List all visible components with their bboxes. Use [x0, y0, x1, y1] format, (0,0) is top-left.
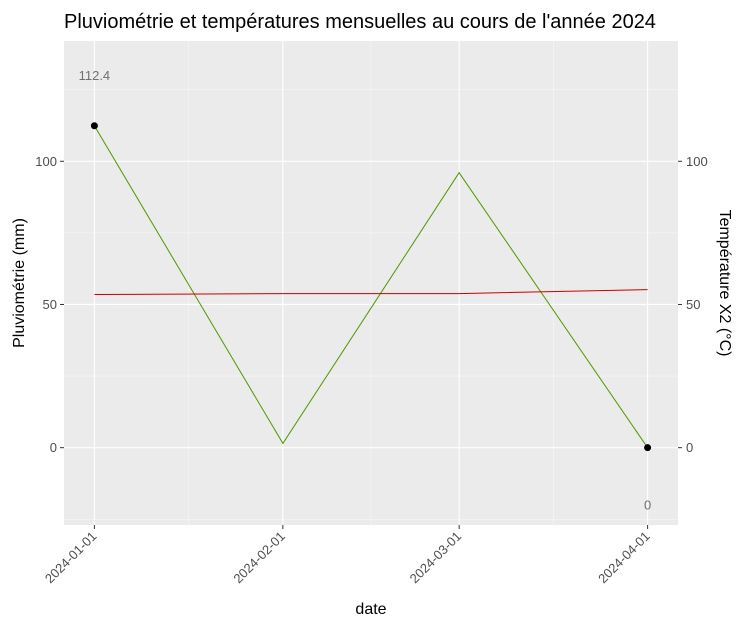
data-point — [90, 122, 98, 130]
series-layer — [93, 125, 649, 448]
x-tick-label: 2024-03-01 — [407, 529, 465, 587]
y-axis-left: 0 50 100 — [35, 154, 64, 455]
points-layer — [90, 122, 652, 452]
minor-gridlines — [64, 41, 678, 525]
y2-tick-label: 100 — [686, 154, 708, 169]
x-tick-label: 2024-01-01 — [42, 529, 100, 587]
y-axis-right: 0 50 100 — [678, 154, 708, 455]
chart-title: Pluviométrie et températures mensuelles … — [64, 11, 656, 33]
x-axis-title: date — [355, 601, 386, 618]
x-tick-label: 2024-04-01 — [595, 529, 653, 587]
y-tick-label: 100 — [35, 154, 57, 169]
y2-tick-label: 0 — [686, 440, 693, 455]
data-label: 112.4 — [79, 68, 111, 83]
y-tick-label: 0 — [50, 440, 57, 455]
x-tick-label: 2024-02-01 — [230, 529, 288, 587]
y2-tick-label: 50 — [686, 297, 700, 312]
y-axis-title: Pluviométrie (mm) — [11, 218, 28, 348]
series-line-1 — [93, 125, 649, 448]
x-axis: 2024-01-01 2024-02-01 2024-03-01 2024-04-01 — [42, 525, 653, 586]
data-point — [644, 444, 652, 452]
annotation-layer: 112.40 — [79, 68, 652, 513]
y-tick-label: 50 — [43, 297, 57, 312]
series-line-2 — [94, 289, 648, 295]
data-label: 0 — [644, 497, 651, 512]
y2-axis-title: Température X2 (°C) — [716, 210, 733, 357]
